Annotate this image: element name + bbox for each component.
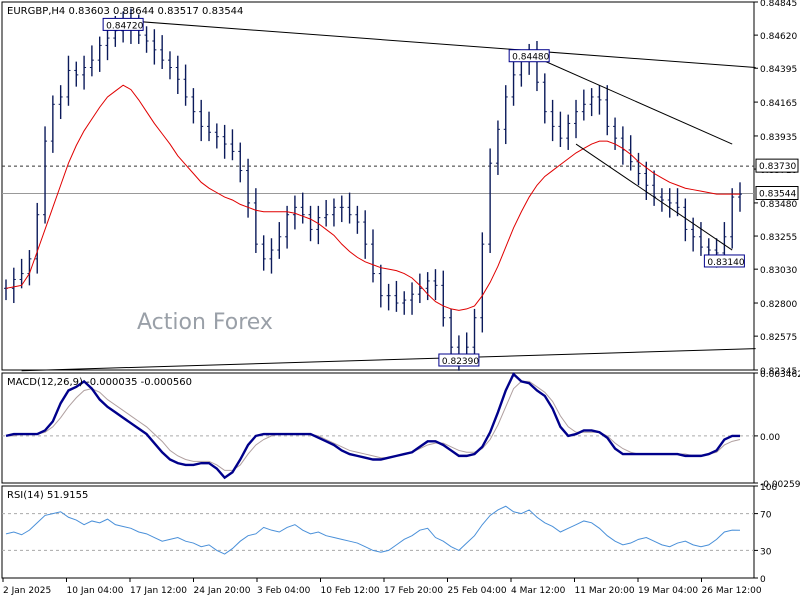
x-axis-tick-label: 10 Jan 04:00 [67, 586, 124, 596]
macd-panel-frame [1, 372, 755, 484]
x-axis-tick-label: 25 Feb 04:00 [448, 586, 507, 596]
price-axis-tick-label: 0.84165 [760, 99, 797, 109]
macd-axis-tick-label: 0.00 [760, 433, 780, 443]
price-axis-tick-label: 0.83030 [760, 266, 797, 276]
price-annotation-box [508, 49, 550, 63]
price-panel-frame [1, 1, 755, 371]
macd-line [5, 372, 740, 480]
panel-frames [1, 1, 755, 579]
x-axis-tick-label: 17 Feb 20:00 [384, 586, 443, 596]
price-axis-tick-label: 0.83255 [760, 233, 797, 243]
ma-line [5, 84, 740, 311]
price-axis-tick-label: 0.82575 [760, 333, 797, 343]
macd-axis-tick-label: 0.003462 [760, 370, 800, 380]
upper-trendline [123, 19, 756, 69]
rsi-axis-tick-label: 100 [760, 483, 777, 493]
price-axis-tick-label: 0.84845 [760, 0, 797, 9]
price-axis-tick-label: 0.82345 [760, 367, 797, 377]
price-axis-tick-label: 0.82800 [760, 300, 797, 310]
macd-signal-line [6, 380, 741, 471]
price-panel-title: EURGBP,H4 0.83603 0.83644 0.83517 0.8354… [7, 6, 243, 17]
x-axis-tick-label: 26 Mar 12:00 [702, 586, 762, 596]
rsi-axis-tick-label: 0 [760, 575, 766, 585]
current-price-tag-box [755, 186, 799, 201]
rsi-panel-title: RSI(14) 51.9155 [7, 490, 88, 501]
level-price-tag-box [755, 158, 799, 173]
chart-marks [4, 8, 756, 555]
x-axis-tick-label: 11 Mar 20:00 [575, 586, 635, 596]
rsi-line [5, 505, 741, 555]
macd-panel-title: MACD(12,26,9) -0.000035 -0.000560 [7, 377, 192, 388]
x-axis-tick-label: 10 Feb 12:00 [321, 586, 380, 596]
price-annotation-label: 0.84480 [512, 53, 549, 63]
price-axis-tick-label: 0.84395 [760, 65, 797, 75]
price-axis-tick-label: 0.84620 [760, 32, 797, 42]
price-axis-tick-label: 0.83935 [760, 133, 797, 143]
level-price-tag: 0.83730 [759, 162, 796, 172]
x-axis-tick-label: 3 Feb 04:00 [257, 586, 311, 596]
rsi-axis-tick-label: 30 [760, 547, 772, 557]
macd-axis-tick-label: -0.002593 [760, 480, 800, 490]
channel-upper-line [528, 53, 733, 145]
price-annotation-label: 0.83140 [707, 258, 744, 268]
grid-lines [2, 165, 754, 551]
watermark-text: Action Forex [137, 310, 273, 335]
price-annotation-box [102, 17, 144, 31]
price-annotation-box [703, 254, 745, 268]
x-axis-tick-label: 24 Jan 20:00 [194, 586, 251, 596]
current-price-tag: 0.83544 [759, 190, 796, 200]
price-annotation-box [438, 353, 480, 367]
x-axis-tick-label: 4 Mar 12:00 [511, 586, 566, 596]
price-annotation-label: 0.82390 [442, 357, 479, 367]
price-annotation-label: 0.84720 [106, 21, 143, 31]
rsi-axis-tick-label: 70 [760, 511, 772, 521]
price-axis-tick-label: 0.83480 [760, 200, 797, 210]
x-axis-tick-label: 19 Mar 04:00 [638, 586, 698, 596]
rsi-panel-frame [1, 485, 755, 579]
x-axis-tick-label: 17 Jan 12:00 [130, 586, 187, 596]
channel-lower-line [575, 143, 733, 251]
lower-trendline [21, 348, 756, 372]
x-axis-tick-label: 2 Jan 2025 [3, 586, 51, 596]
